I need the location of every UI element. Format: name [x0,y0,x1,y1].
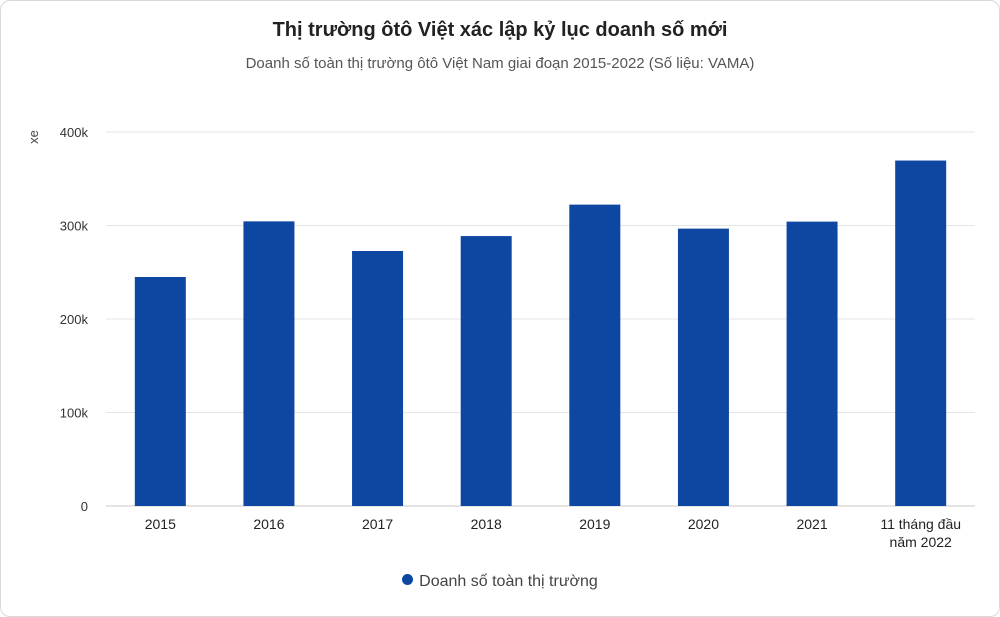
chart-title: Thị trường ôtô Việt xác lập kỷ lục doanh… [272,19,728,41]
x-tick-label: 2015 [145,516,176,532]
bar[interactable] [134,277,186,506]
y-tick-label: 200k [60,312,89,327]
x-tick-label: năm 2022 [890,534,952,550]
x-tick-label: 2016 [253,516,284,532]
y-tick-label: 300k [60,219,89,234]
bar[interactable] [786,221,838,507]
x-tick-label: 2020 [688,516,719,532]
bar[interactable] [460,236,512,506]
legend-label: Doanh số toàn thị trường [419,573,598,590]
bar[interactable] [677,228,729,506]
legend-marker [402,574,414,585]
x-tick-label: 11 tháng đầu [880,516,961,532]
bar[interactable] [895,160,947,507]
x-tick-label: 2019 [579,516,610,532]
chart-subtitle: Doanh số toàn thị trường ôtô Việt Nam gi… [245,55,755,72]
y-tick-label: 400k [60,125,89,140]
y-tick-label: 100k [60,406,89,421]
x-tick-label: 2021 [796,516,827,532]
legend[interactable]: Doanh số toàn thị trường [0,573,1000,591]
bar[interactable] [569,204,621,506]
x-tick-label: 2018 [471,516,502,532]
bar[interactable] [243,221,295,506]
bar[interactable] [352,250,404,506]
y-tick-label: 0 [81,499,88,514]
y-axis-label: xe [26,130,41,144]
x-tick-label: 2017 [362,516,393,532]
